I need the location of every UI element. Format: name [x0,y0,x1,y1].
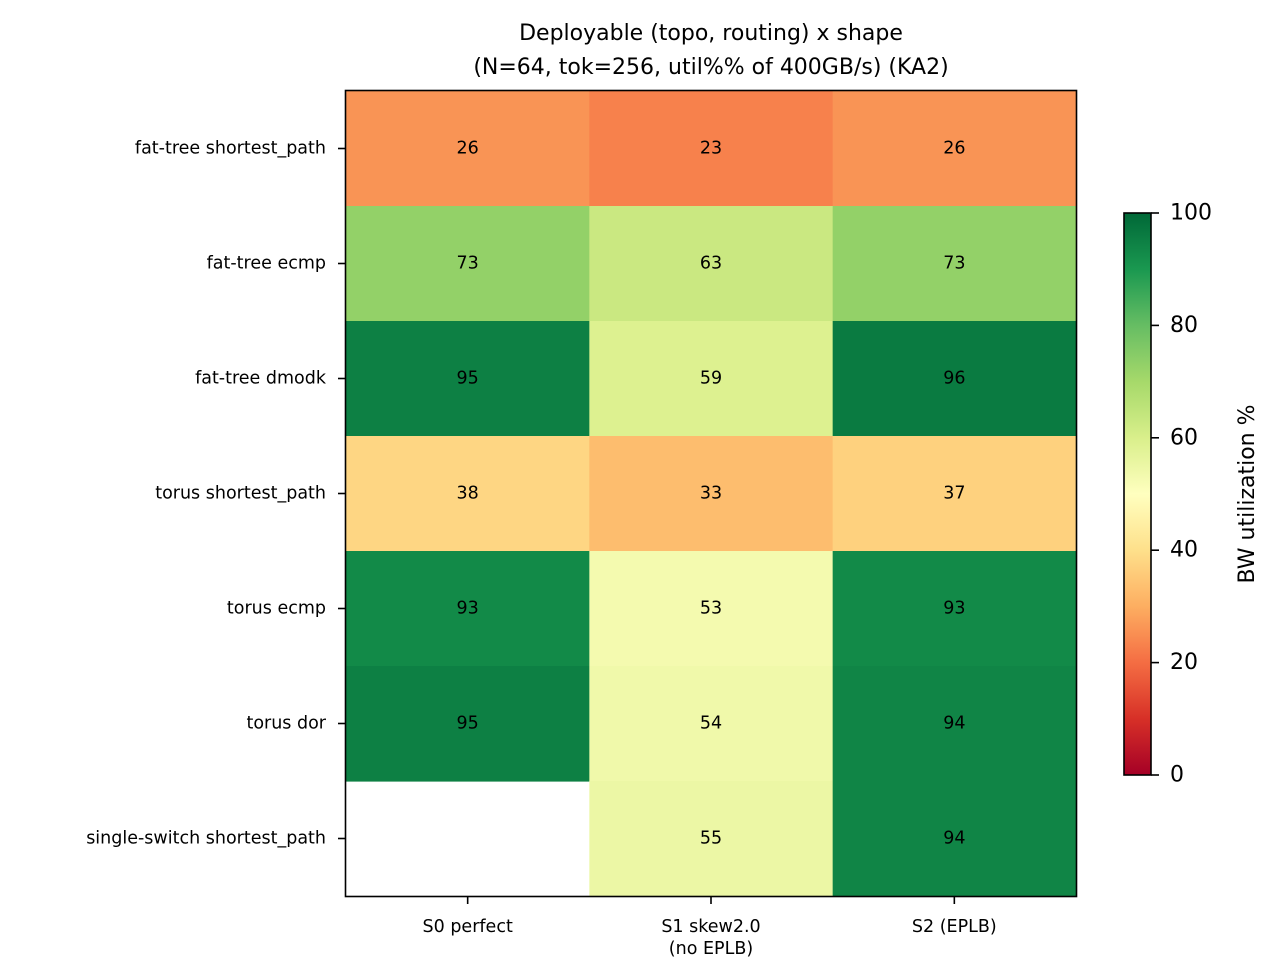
heatmap-cell [589,321,834,437]
colorbar-tick-label: 20 [1170,650,1198,675]
colorbar-gradient [1124,213,1151,775]
cell-value-label: 53 [700,599,722,619]
cell-value-label: 94 [943,714,965,734]
heatmap-cell [832,206,1077,322]
heatmap-cell [832,781,1077,897]
cell-value-label: 55 [700,829,722,849]
heatmap-cell [346,206,590,322]
y-tick-label: fat-tree shortest_path [135,139,326,159]
colorbar: 0 20 40 60 80 100 BW utilization % [1123,201,1260,788]
heatmap-cell [832,666,1077,782]
cell-value-label: 63 [700,254,722,274]
heatmap-cell [589,206,834,322]
heatmap-cell [346,666,590,782]
cell-value-label: 95 [457,714,479,734]
x-tick-label: S0 perfect [423,917,513,937]
cell-value-label: 26 [457,139,479,159]
y-tick-label: fat-tree ecmp [207,254,326,274]
heatmap-cell [589,91,834,207]
chart-title-line-1: Deployable (topo, routing) x shape [519,21,903,46]
cell-value-label: 38 [457,484,479,504]
x-tick-label: S1 skew2.0 [661,917,760,937]
heatmap-cell [346,91,590,207]
cell-value-label: 73 [943,254,965,274]
y-tick-label: torus ecmp [227,599,326,619]
colorbar-tick-label: 40 [1170,538,1198,563]
heatmap-cell [589,436,834,552]
colorbar-label: BW utilization % [1235,404,1260,583]
heatmap-cell [346,321,590,437]
cell-value-label: 26 [943,139,965,159]
heatmap-cell [589,666,834,782]
cell-value-label: 95 [457,369,479,389]
cell-value-label: 59 [700,369,722,389]
heatmap-cell [832,436,1077,552]
chart-title-line-2: (N=64, tok=256, util%% of 400GB/s) (KA2) [473,55,948,80]
cell-value-label: 33 [700,484,722,504]
y-tick-label: torus shortest_path [155,484,326,504]
heatmap-cells [346,91,1077,897]
colorbar-frame [1123,212,1152,776]
heatmap-cell [832,551,1077,667]
heatmap-cell [832,91,1077,207]
y-axis: fat-tree shortest_path fat-tree ecmp fat-t… [86,139,346,849]
x-tick-label: (no EPLB) [669,939,753,959]
x-axis: S0 perfect S1 skew2.0(no EPLB) S2 (EPLB) [423,896,997,959]
chart-title: Deployable (topo, routing) x shape (N=64… [473,21,948,80]
cell-value-label: 54 [700,714,722,734]
y-tick-label: single-switch shortest_path [86,829,326,849]
cell-value-label: 23 [700,139,722,159]
colorbar-tick-label: 0 [1170,763,1184,788]
heatmap-cell [832,321,1077,437]
y-tick-label: fat-tree dmodk [195,369,327,389]
cell-value-label: 93 [457,599,479,619]
cell-value-label: 94 [943,829,965,849]
cell-value-label: 37 [943,484,965,504]
colorbar-tick-label: 60 [1170,425,1198,450]
cell-value-label: 73 [457,254,479,274]
y-tick-label: torus dor [246,714,326,734]
colorbar-tick-label: 100 [1170,201,1212,226]
heatmap-cell [589,551,834,667]
heatmap-cell [346,551,590,667]
heatmap-cell-labels: 26 23 26 73 63 73 95 59 96 38 33 37 93 53 93 95 54 94 55 94 [457,139,966,849]
heatmap-cell [589,781,834,897]
colorbar-tick-label: 80 [1170,313,1198,338]
heatmap-cell [346,436,590,552]
cell-value-label: 93 [943,599,965,619]
x-tick-label: S2 (EPLB) [912,917,997,937]
cell-value-label: 96 [943,369,965,389]
